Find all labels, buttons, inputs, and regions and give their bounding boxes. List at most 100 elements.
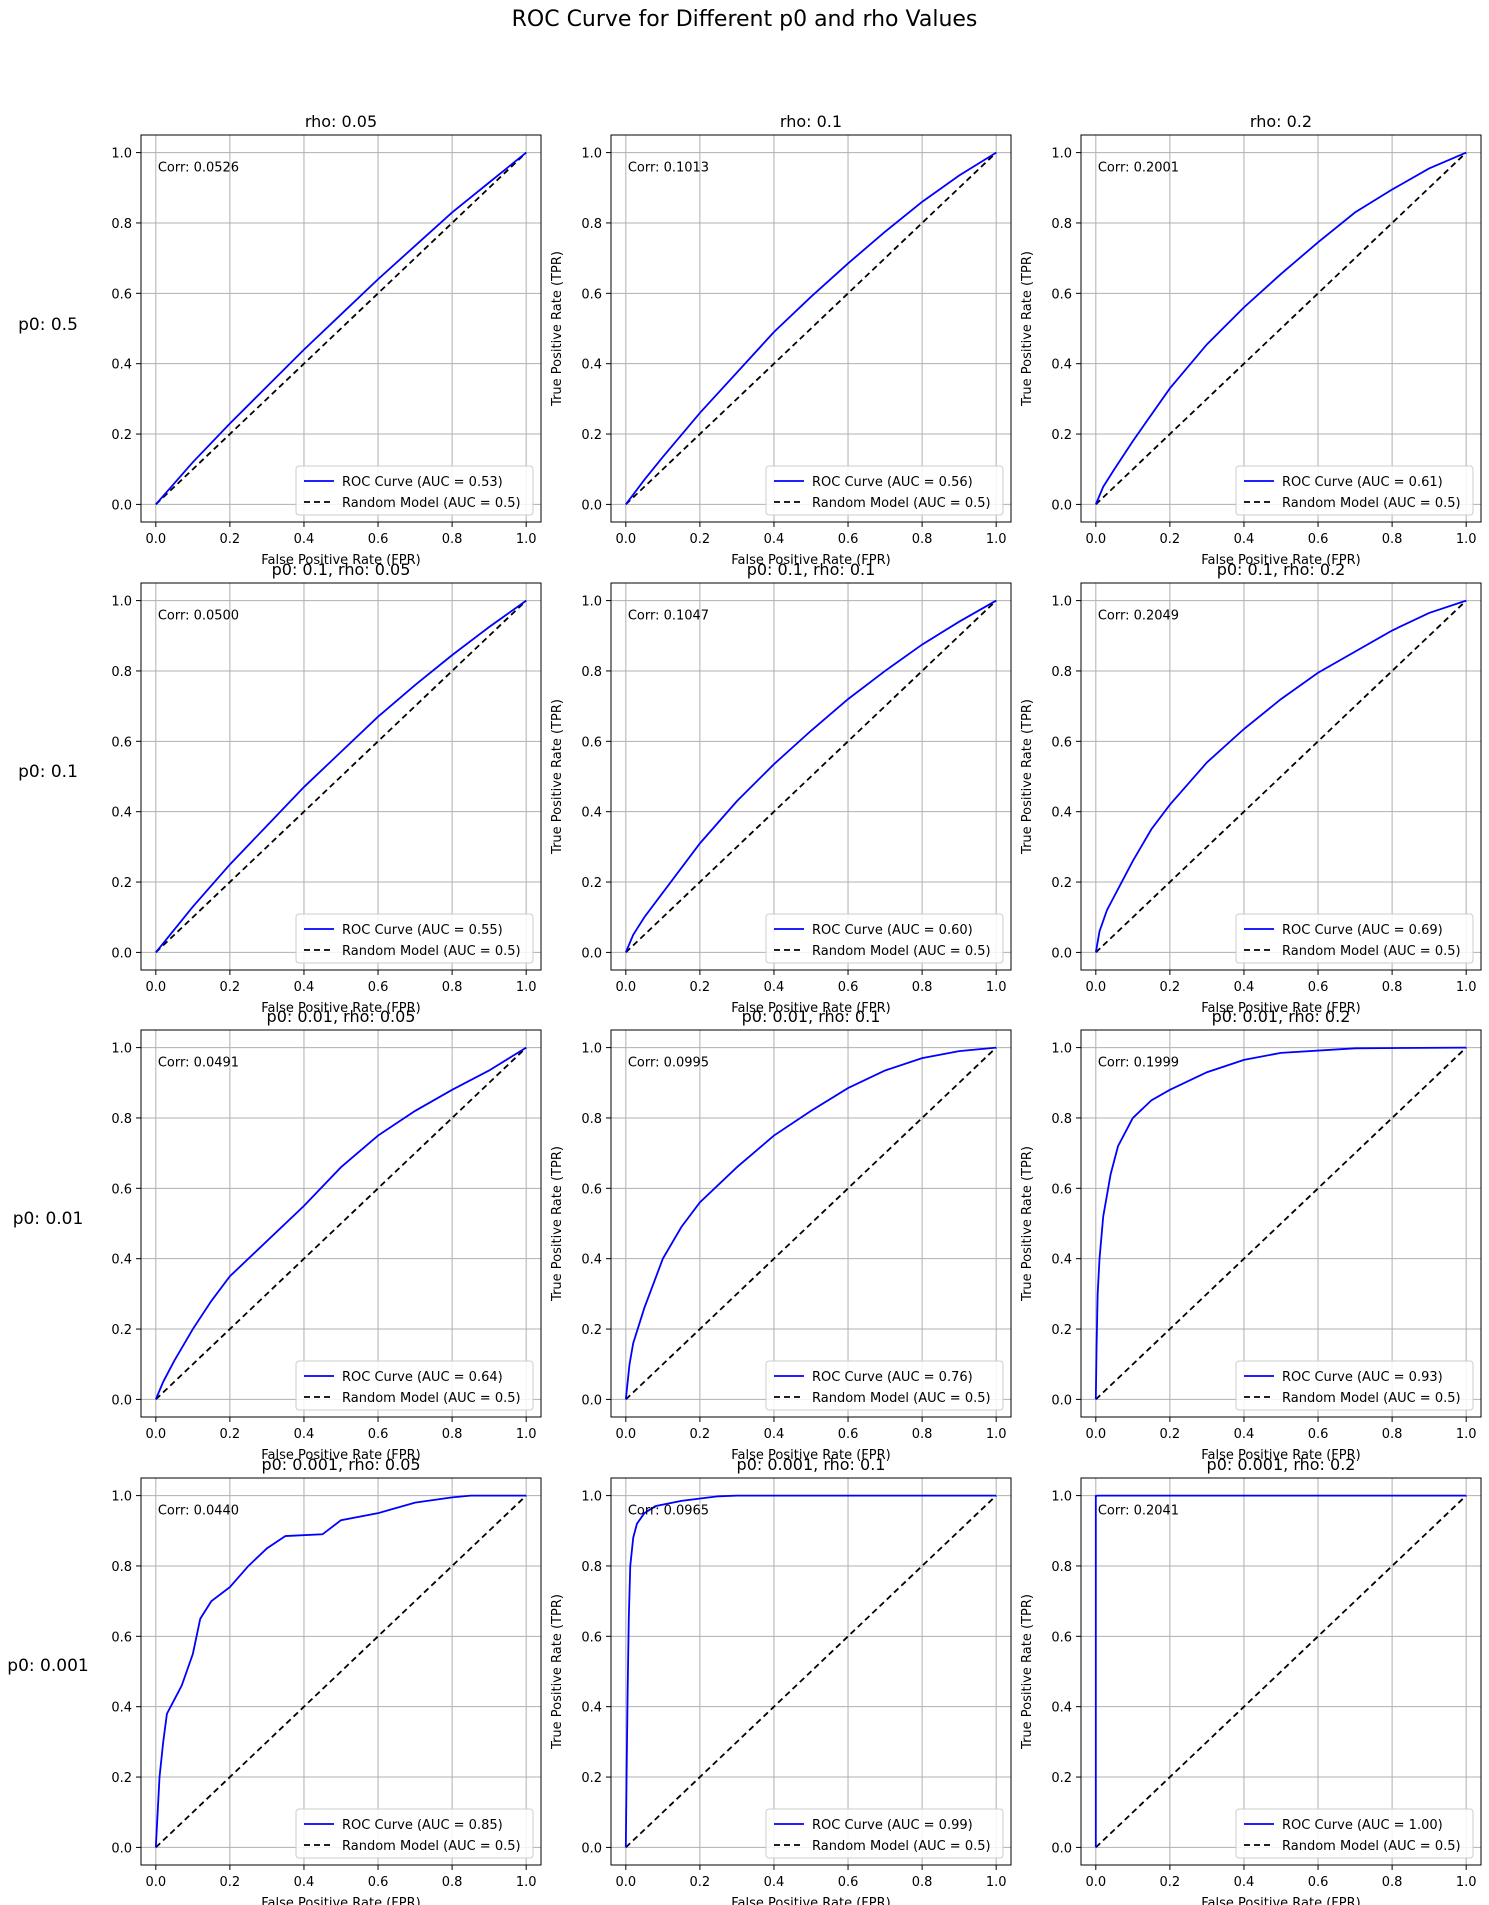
subplot: 0.0 0.0 0.2 0.2 0.4 0.4 0.6 0.6 0.8 0.8 1.0 1.0 p0: …	[1020, 560, 1481, 1016]
y-axis-label: True Positive Rate (TPR)	[1020, 699, 1035, 855]
x-tick-label: 0.0	[145, 1875, 166, 1890]
subplot-title: p0: 0.01, rho: 0.2	[1212, 1007, 1351, 1026]
y-tick-label: 0.6	[111, 287, 132, 302]
legend: ROC Curve (AUC = 0.55) Random Model (AUC …	[296, 914, 533, 963]
random-model-line	[626, 1048, 996, 1400]
y-tick-label: 0.4	[111, 1253, 132, 1268]
x-tick-label: 0.2	[1160, 980, 1181, 995]
legend: ROC Curve (AUC = 0.76)Random Model (AUC …	[766, 1361, 1003, 1410]
legend: ROC Curve (AUC = 1.00)Random Model (AUC …	[1236, 1809, 1473, 1858]
x-axis-label: False Positive Rate (FPR)	[1201, 1896, 1360, 1905]
subplot: 0.0 0.0 0.2 0.2 0.4 0.4 0.6 0.6 0.8 0.8 1.0 1.0 p0: …	[550, 560, 1011, 1016]
y-tick-label: 1.0	[111, 1042, 132, 1057]
legend: ROC Curve (AUC = 0.85)Random Model (AUC …	[296, 1809, 533, 1858]
x-tick-label: 0.4	[1234, 980, 1255, 995]
subplot-title: p0: 0.01, rho: 0.05	[267, 1007, 416, 1026]
x-tick-label: 0.0	[615, 980, 636, 995]
x-tick-label: 0.8	[912, 980, 933, 995]
y-tick-label: 0.6	[1051, 735, 1072, 750]
x-tick-label: 0.4	[294, 1875, 315, 1890]
legend-roc-label: ROC Curve (AUC = 0.56)	[812, 475, 973, 490]
y-tick-label: 0.8	[111, 1560, 132, 1575]
y-tick-label: 0.8	[111, 665, 132, 680]
x-tick-label: 1.0	[516, 980, 537, 995]
y-tick-label: 0.4	[111, 1701, 132, 1716]
y-axis-label: True Positive Rate (TPR)	[1020, 1594, 1035, 1750]
y-tick-label: 0.4	[581, 1701, 602, 1716]
y-tick-label: 0.4	[1051, 806, 1072, 821]
y-axis-label: True Positive Rate (TPR)	[550, 251, 565, 407]
y-tick-label: 0.8	[581, 665, 602, 680]
x-tick-label: 0.0	[615, 1875, 636, 1890]
x-tick-label: 0.6	[368, 1875, 389, 1890]
x-tick-label: 1.0	[986, 1875, 1007, 1890]
x-tick-label: 0.0	[1085, 980, 1106, 995]
y-tick-label: 0.6	[581, 735, 602, 750]
random-model-line	[626, 1496, 996, 1848]
y-tick-label: 0.4	[1051, 358, 1072, 373]
x-tick-label: 0.4	[294, 1427, 315, 1442]
y-tick-label: 0.2	[111, 876, 132, 891]
row-label-p0-0.1: p0: 0.1	[18, 762, 78, 782]
corr-annotation: Corr: 0.1047	[628, 609, 709, 624]
subplot-title: p0: 0.001, rho: 0.2	[1207, 1455, 1356, 1474]
x-axis-label: False Positive Rate (FPR)	[731, 1896, 890, 1905]
corr-annotation: Corr: 0.1013	[628, 161, 709, 176]
y-tick-label: 0.8	[1051, 217, 1072, 232]
y-tick-label: 1.0	[581, 595, 602, 610]
y-tick-label: 0.4	[581, 806, 602, 821]
corr-annotation: Corr: 0.2049	[1098, 609, 1179, 624]
x-tick-label: 1.0	[1456, 1427, 1477, 1442]
y-tick-label: 0.0	[581, 1393, 602, 1408]
y-tick-label: 0.8	[1051, 665, 1072, 680]
legend: ROC Curve (AUC = 0.69)Random Model (AUC …	[1236, 914, 1473, 963]
figure-title: ROC Curve for Different p0 and rho Value…	[512, 7, 978, 32]
y-tick-label: 0.8	[1051, 1560, 1072, 1575]
subplot-title: rho: 0.2	[1250, 112, 1312, 131]
x-tick-label: 0.6	[838, 980, 859, 995]
y-tick-label: 0.4	[1051, 1253, 1072, 1268]
y-tick-label: 0.0	[111, 1841, 132, 1856]
subplot: 0.0 0.0 0.2 0.2 0.4 0.4 0.6 0.6 0.8 0.8 1.0 1.0 p0: …	[111, 1007, 541, 1463]
y-tick-label: 0.6	[111, 1182, 132, 1197]
y-tick-label: 0.4	[581, 358, 602, 373]
x-tick-label: 0.6	[368, 1427, 389, 1442]
x-tick-label: 0.6	[838, 1427, 859, 1442]
legend-random-label: Random Model (AUC = 0.5)	[812, 496, 991, 511]
y-tick-label: 0.6	[581, 287, 602, 302]
random-model-line	[626, 153, 996, 505]
y-tick-label: 0.0	[581, 1841, 602, 1856]
subplot: 0.0 0.0 0.2 0.2 0.4 0.4 0.6 0.6 0.8 0.8 1.0 1.0 p0: …	[1020, 1455, 1481, 1905]
row-label-p0-0.01: p0: 0.01	[13, 1209, 84, 1229]
x-tick-label: 0.0	[615, 1427, 636, 1442]
x-tick-label: 0.0	[1085, 1875, 1106, 1890]
y-tick-label: 0.0	[1051, 946, 1072, 961]
corr-annotation: Corr: 0.0526	[158, 161, 239, 176]
legend-roc-label: ROC Curve (AUC = 0.55)	[342, 923, 503, 938]
x-tick-label: 0.8	[442, 980, 463, 995]
row-label-p0-0.5: p0: 0.5	[18, 315, 78, 335]
random-model-line	[1096, 153, 1466, 505]
x-tick-label: 0.8	[912, 1875, 933, 1890]
y-tick-label: 0.2	[1051, 876, 1072, 891]
y-tick-label: 0.0	[1051, 1841, 1072, 1856]
y-tick-label: 1.0	[1051, 1042, 1072, 1057]
x-tick-label: 0.4	[1234, 1427, 1255, 1442]
x-tick-label: 1.0	[1456, 1875, 1477, 1890]
corr-annotation: Corr: 0.0995	[628, 1056, 709, 1071]
x-tick-label: 0.0	[1085, 532, 1106, 547]
subplot: 0.0 0.0 0.2 0.2 0.4 0.4 0.6 0.6 0.8 0.8 1.0 1.0 p0: …	[1020, 1007, 1481, 1463]
x-tick-label: 0.4	[764, 1875, 785, 1890]
corr-annotation: Corr: 0.0500	[158, 609, 239, 624]
legend-roc-label: ROC Curve (AUC = 0.69)	[1282, 923, 1443, 938]
y-axis-label: True Positive Rate (TPR)	[1020, 1146, 1035, 1302]
x-tick-label: 0.0	[615, 532, 636, 547]
legend-random-label: Random Model (AUC = 0.5)	[812, 1839, 991, 1854]
y-axis-label: True Positive Rate (TPR)	[550, 699, 565, 855]
legend: ROC Curve (AUC = 0.99) Random Model (AUC …	[766, 1809, 1003, 1858]
y-axis-label: True Positive Rate (TPR)	[1020, 251, 1035, 407]
x-tick-label: 0.8	[442, 1427, 463, 1442]
corr-annotation: Corr: 0.0965	[628, 1504, 709, 1519]
y-tick-label: 0.6	[1051, 1630, 1072, 1645]
